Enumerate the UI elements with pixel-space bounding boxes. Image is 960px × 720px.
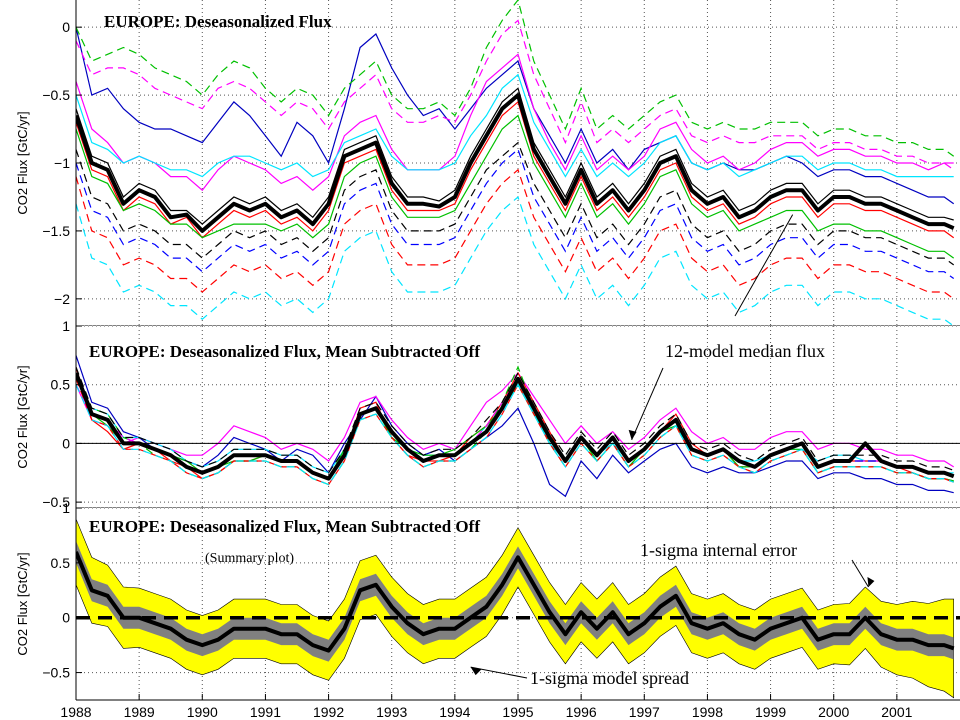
model-series-line-1 xyxy=(76,27,955,205)
y-tick-label: 0 xyxy=(62,435,70,451)
median-annotation-arrow-line xyxy=(631,367,664,441)
median-flux-line xyxy=(76,372,955,481)
median-flux-line xyxy=(76,551,955,653)
x-tick-label: 1999 xyxy=(755,704,786,720)
model-series-line-3 xyxy=(76,73,954,178)
y-tick-label: −1.5 xyxy=(42,223,70,239)
model-series-line-7 xyxy=(76,0,955,157)
chart-subtitle: (Summary plot) xyxy=(205,551,294,566)
y-tick-label: −2 xyxy=(54,291,70,307)
x-tick-label: 2001 xyxy=(881,704,912,720)
model-series-line-9 xyxy=(76,366,954,474)
y-tick-label: −1 xyxy=(54,155,70,171)
y-tick-label: −0.5 xyxy=(42,665,70,681)
model-series-line-8 xyxy=(76,19,955,171)
model-series-line-6 xyxy=(76,87,954,225)
median-annotation-arrow-line xyxy=(734,214,794,317)
x-tick-label: 1995 xyxy=(502,704,533,720)
y-axis-label: CO2 Flux [GtC/yr] xyxy=(15,365,30,468)
chart-title: EUROPE: Deseasonalized Flux, Mean Subtra… xyxy=(89,342,480,361)
x-tick-label: 1997 xyxy=(629,704,660,720)
y-tick-label: 1 xyxy=(62,318,70,334)
median-annotation-label: 12-model median flux xyxy=(665,341,825,361)
x-tick-label: 1994 xyxy=(439,704,470,720)
median-annotation-arrow-head xyxy=(628,429,637,440)
internal-error-arrow-line xyxy=(851,559,869,588)
x-tick-label: 2000 xyxy=(818,704,849,720)
plot-body xyxy=(76,0,955,326)
x-tick-label: 1996 xyxy=(566,704,597,720)
model-series-line-9 xyxy=(76,141,955,266)
median-flux-line xyxy=(76,93,955,233)
x-tick-label: 1993 xyxy=(376,704,407,720)
model-series-line-5 xyxy=(76,114,955,259)
model-spread-annotation-label: 1-sigma model spread xyxy=(530,668,689,688)
model-series-line-11 xyxy=(76,378,954,486)
chart-title: EUROPE: Deseasonalized Flux, Mean Subtra… xyxy=(89,517,480,536)
y-axis-label: CO2 Flux [GtC/yr] xyxy=(15,111,30,214)
chart-title: EUROPE: Deseasonalized Flux xyxy=(104,12,332,31)
internal-error-band xyxy=(76,518,954,699)
plot-background xyxy=(76,326,960,508)
grid xyxy=(76,0,960,326)
y-tick-label: 0.5 xyxy=(51,555,71,571)
y-tick-label: 0 xyxy=(62,610,70,626)
x-tick-label: 1992 xyxy=(313,704,344,720)
x-tick-label: 1998 xyxy=(692,704,723,720)
internal-error-arrow-head xyxy=(867,576,875,587)
plot-body xyxy=(76,518,960,699)
y-axis-label: CO2 Flux [GtC/yr] xyxy=(15,552,30,655)
x-tick-label: 1990 xyxy=(187,704,218,720)
model-series-line-10 xyxy=(76,148,955,279)
x-tick-label: 1988 xyxy=(60,704,91,720)
model-series-line-12 xyxy=(76,383,954,486)
model-series-line-11 xyxy=(76,168,955,300)
model-series-line-12 xyxy=(76,195,955,326)
x-tick-label: 1991 xyxy=(250,704,281,720)
y-tick-label: 0 xyxy=(62,19,70,35)
plot-body xyxy=(76,355,960,498)
y-tick-label: 1 xyxy=(62,500,70,516)
internal-error-annotation-label: 1-sigma internal error xyxy=(640,540,797,560)
chart-panel-2: 1 0.5 0 −0.5 CO2 Flux [GtC/yr] EUROPE: Deseas… xyxy=(15,318,960,510)
y-tick-label: −0.5 xyxy=(42,494,70,510)
chart-panel-1: 0 −0.5 −1 −1.5 −2 CO2 Flux [GtC/yr] EUROPE: De… xyxy=(15,0,960,327)
y-tick-label: −0.5 xyxy=(42,87,70,103)
model-series-line-1 xyxy=(76,355,954,498)
x-tick-label: 1989 xyxy=(124,704,155,720)
y-tick-label: 0.5 xyxy=(51,377,71,393)
model-series-line-2 xyxy=(76,53,954,192)
model-spread-arrow-head xyxy=(470,667,482,676)
